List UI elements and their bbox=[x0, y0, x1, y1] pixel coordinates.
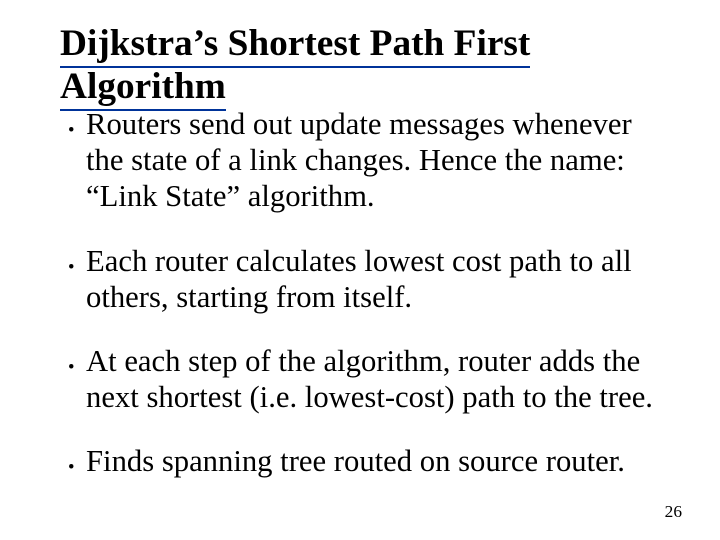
bullet-text: Each router calculates lowest cost path … bbox=[86, 243, 660, 315]
bullet-marker-icon: • bbox=[68, 443, 86, 481]
page-number: 26 bbox=[665, 502, 682, 522]
slide: Dijkstra’s Shortest Path First Algorithm… bbox=[0, 0, 720, 540]
slide-title: Dijkstra’s Shortest Path First Algorithm bbox=[60, 22, 680, 108]
bullet-text: Finds spanning tree routed on source rou… bbox=[86, 443, 660, 479]
bullet-marker-icon: • bbox=[68, 343, 86, 381]
bullet-marker-icon: • bbox=[68, 243, 86, 281]
bullet-marker-icon: • bbox=[68, 106, 86, 144]
bullet-item: •At each step of the algorithm, router a… bbox=[68, 343, 660, 415]
bullet-list: •Routers send out update messages whenev… bbox=[68, 106, 660, 482]
bullet-item: •Finds spanning tree routed on source ro… bbox=[68, 443, 660, 481]
bullet-item: •Routers send out update messages whenev… bbox=[68, 106, 660, 215]
bullet-item: •Each router calculates lowest cost path… bbox=[68, 243, 660, 315]
bullet-text: At each step of the algorithm, router ad… bbox=[86, 343, 660, 415]
bullet-text: Routers send out update messages wheneve… bbox=[86, 106, 660, 215]
slide-title-text: Dijkstra’s Shortest Path First Algorithm bbox=[60, 23, 530, 111]
